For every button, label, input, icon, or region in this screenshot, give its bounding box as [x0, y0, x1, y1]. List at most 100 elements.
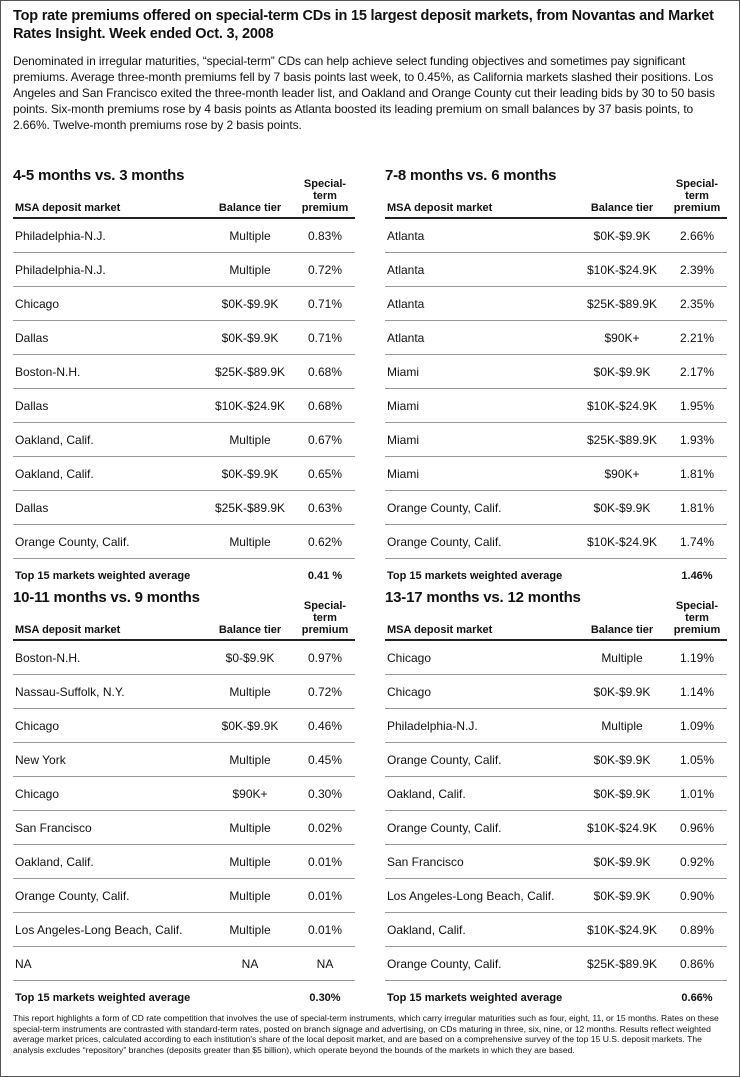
- footer-value: 0.41 %: [307, 569, 343, 582]
- header-row: MSA deposit market Balance tier Special-te…: [13, 178, 355, 219]
- cell: Los Angeles-Long Beach, Calif.: [15, 922, 183, 937]
- cell: 1.81%: [679, 466, 715, 481]
- cell: Philadelphia-N.J.: [387, 718, 478, 733]
- table-panel: 13-17 months vs. 12 months MSA deposit ma…: [385, 589, 727, 1014]
- cell: 1.95%: [679, 398, 715, 413]
- cell: 2.17%: [679, 364, 715, 379]
- table-row: Chicago $0K-$9.9K 0.71%: [13, 287, 355, 321]
- table-row: Dallas $0K-$9.9K 0.71%: [13, 321, 355, 355]
- cell: San Francisco: [387, 854, 464, 869]
- table-row: Miami $90K+ 1.81%: [385, 457, 727, 491]
- cell: Atlanta: [387, 228, 425, 243]
- column-header: Special-term premium: [673, 600, 721, 636]
- cell: Multiple: [229, 684, 271, 699]
- cell: $0K-$9.9K: [593, 888, 651, 903]
- table-row: Chicago $0K-$9.9K 1.14%: [385, 675, 727, 709]
- table-row: Dallas $25K-$89.9K 0.63%: [13, 491, 355, 525]
- cell: 0.97%: [307, 650, 343, 665]
- table-row: Atlanta $0K-$9.9K 2.66%: [385, 219, 727, 253]
- header-row: MSA deposit market Balance tier Special-te…: [13, 600, 355, 641]
- cell: $25K-$89.9K: [586, 432, 658, 447]
- column-header: Special-term premium: [301, 178, 349, 214]
- cell: 0.68%: [307, 398, 343, 413]
- cell: Oakland, Calif.: [15, 854, 94, 869]
- cell: $10K-$24.9K: [214, 398, 286, 413]
- table-row: Orange County, Calif. $25K-$89.9K 0.86%: [385, 947, 727, 981]
- cell: 1.19%: [679, 650, 715, 665]
- cell: 2.39%: [679, 262, 715, 277]
- cell: 1.81%: [679, 500, 715, 515]
- cell: 0.30%: [307, 786, 343, 801]
- cell: Dallas: [15, 398, 49, 413]
- table-row: Los Angeles-Long Beach, Calif. Multiple 0.…: [13, 913, 355, 947]
- cell: $0K-$9.9K: [593, 364, 651, 379]
- table-row: Atlanta $10K-$24.9K 2.39%: [385, 253, 727, 287]
- table-row: Atlanta $90K+ 2.21%: [385, 321, 727, 355]
- cell: $0K-$9.9K: [593, 684, 651, 699]
- cell: Multiple: [229, 888, 271, 903]
- table-row: Philadelphia-N.J. Multiple 0.72%: [13, 253, 355, 287]
- cell: Orange County, Calif.: [387, 534, 502, 549]
- cell: $10K-$24.9K: [586, 922, 658, 937]
- footer-label: Top 15 markets weighted average: [387, 569, 563, 582]
- table-row: Boston-N.H. $0-$9.9K 0.97%: [13, 641, 355, 675]
- footnote: This report highlights a form of CD rate…: [13, 1013, 719, 1055]
- table-title: 4-5 months vs. 3 months: [13, 167, 185, 184]
- table-row: Nassau-Suffolk, N.Y. Multiple 0.72%: [13, 675, 355, 709]
- cell: Chicago: [15, 296, 60, 311]
- cell: $25K-$89.9K: [214, 500, 286, 515]
- header-row: MSA deposit market Balance tier Special-te…: [385, 600, 727, 641]
- cell: $10K-$24.9K: [586, 398, 658, 413]
- table-panel: 4-5 months vs. 3 months MSA deposit marke…: [13, 167, 355, 592]
- footer-row: Top 15 markets weighted average 0.30%: [13, 981, 355, 1014]
- cell: Oakland, Calif.: [15, 432, 94, 447]
- cell: Multiple: [229, 752, 271, 767]
- table-row: Chicago $0K-$9.9K 0.46%: [13, 709, 355, 743]
- cell: 0.65%: [307, 466, 343, 481]
- cell: 2.35%: [679, 296, 715, 311]
- header-row: MSA deposit market Balance tier Special-te…: [385, 178, 727, 219]
- cell: 1.93%: [679, 432, 715, 447]
- table-row: New York Multiple 0.45%: [13, 743, 355, 777]
- cell: Philadelphia-N.J.: [15, 262, 106, 277]
- column-header: MSA deposit market: [387, 624, 493, 636]
- table-title: 13-17 months vs. 12 months: [385, 589, 581, 606]
- cell: 0.01%: [307, 854, 343, 869]
- cell: 0.68%: [307, 364, 343, 379]
- cell: 0.72%: [307, 684, 343, 699]
- table-row: Miami $0K-$9.9K 2.17%: [385, 355, 727, 389]
- column-header: Balance tier: [590, 624, 654, 636]
- table-row: San Francisco Multiple 0.02%: [13, 811, 355, 845]
- title: Top rate premiums offered on special-ter…: [13, 8, 714, 42]
- table-row: Orange County, Calif. Multiple 0.01%: [13, 879, 355, 913]
- footer-row: Top 15 markets weighted average 0.66%: [385, 981, 727, 1014]
- cell: Multiple: [229, 922, 271, 937]
- cell: Oakland, Calif.: [15, 466, 94, 481]
- cell: $25K-$89.9K: [214, 364, 286, 379]
- cell: Atlanta: [387, 296, 425, 311]
- cell: 0.45%: [307, 752, 343, 767]
- cell: 0.89%: [679, 922, 715, 937]
- table-row: Miami $10K-$24.9K 1.95%: [385, 389, 727, 423]
- cell: New York: [15, 752, 66, 767]
- cell: Multiple: [601, 718, 643, 733]
- table-row: Chicago Multiple 1.19%: [385, 641, 727, 675]
- cell: $0-$9.9K: [225, 650, 275, 665]
- cell: 0.72%: [307, 262, 343, 277]
- cell: 0.96%: [679, 820, 715, 835]
- cell: Atlanta: [387, 330, 425, 345]
- cell: $0K-$9.9K: [593, 786, 651, 801]
- cell: Orange County, Calif.: [387, 956, 502, 971]
- cell: Orange County, Calif.: [387, 752, 502, 767]
- column-header: Special-term premium: [673, 178, 721, 214]
- table-row: Oakland, Calif. $0K-$9.9K 1.01%: [385, 777, 727, 811]
- column-header: Balance tier: [218, 202, 282, 214]
- table-panel: 10-11 months vs. 9 months MSA deposit mar…: [13, 589, 355, 1014]
- cell: NA: [241, 956, 259, 971]
- column-header: Balance tier: [590, 202, 654, 214]
- table-row: Orange County, Calif. $10K-$24.9K 0.96%: [385, 811, 727, 845]
- cell: Nassau-Suffolk, N.Y.: [15, 684, 125, 699]
- cell: $10K-$24.9K: [586, 534, 658, 549]
- cell: $10K-$24.9K: [586, 820, 658, 835]
- cell: 0.67%: [307, 432, 343, 447]
